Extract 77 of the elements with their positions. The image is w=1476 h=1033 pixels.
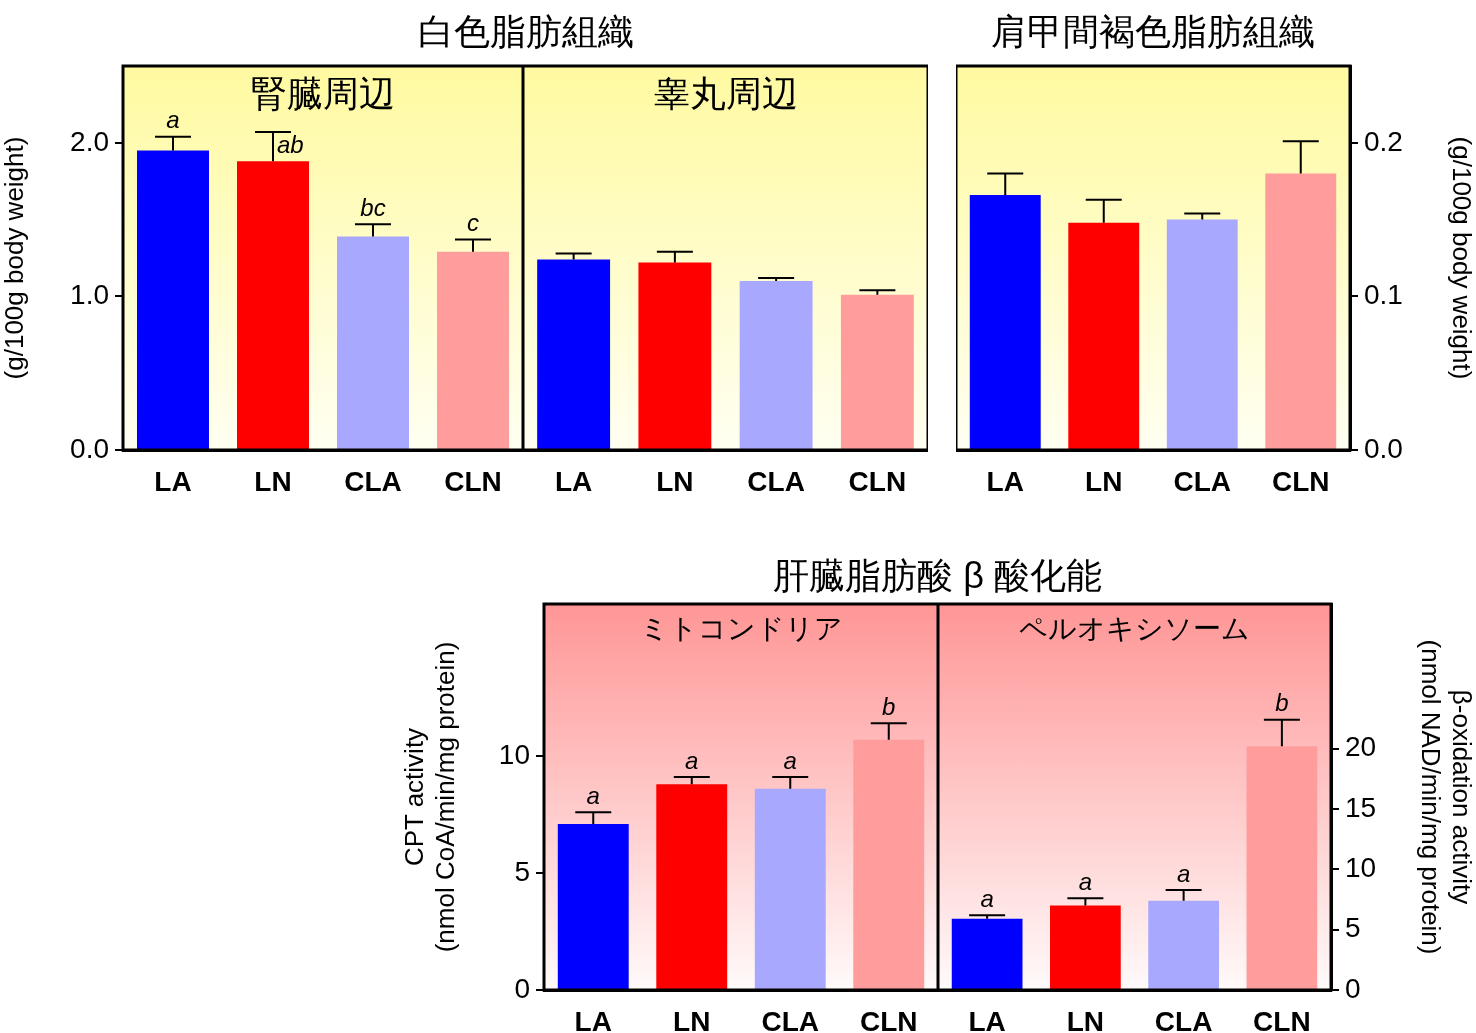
bar xyxy=(969,195,1041,449)
x-tick-label: CLA xyxy=(747,465,805,497)
annotation: a xyxy=(783,746,797,774)
y-tick-label: 0.0 xyxy=(1364,432,1403,464)
bar xyxy=(1050,905,1121,989)
bar xyxy=(1148,900,1219,989)
bar xyxy=(739,281,813,450)
y-axis-title: (g/100g body weight) xyxy=(1447,136,1476,380)
x-tick-label: CLN xyxy=(1271,465,1330,497)
bar xyxy=(137,150,209,449)
y-tick-label: 2.0 xyxy=(70,125,109,157)
bar xyxy=(656,784,728,989)
bar xyxy=(638,262,712,450)
y-axis-title: (g/100g body weight) xyxy=(0,136,29,380)
chart-title: 肝臓脂肪酸 β 酸化能 xyxy=(772,554,1103,598)
annotation: a xyxy=(685,746,699,774)
y-tick-label: 20 xyxy=(1345,731,1377,763)
annotation: c xyxy=(467,209,479,237)
annotation: ab xyxy=(277,130,304,158)
annotation: a xyxy=(586,781,600,809)
annotation: a xyxy=(1176,859,1191,887)
chart-subtitle: 睾丸周辺 xyxy=(653,72,798,114)
bar xyxy=(754,788,826,989)
y-tick-label: 1.0 xyxy=(70,279,109,311)
x-tick-label: LA xyxy=(986,465,1024,497)
x-tick-label: LN xyxy=(254,465,292,497)
y-tick-label: 5 xyxy=(514,855,530,887)
annotation: a xyxy=(166,106,180,134)
x-tick-label: LN xyxy=(656,465,694,497)
x-tick-label: CLA xyxy=(761,1005,820,1033)
y-tick-label: 0.1 xyxy=(1364,279,1403,311)
bar xyxy=(840,294,914,450)
y-tick-label: 10 xyxy=(1345,852,1377,884)
x-tick-label: LN xyxy=(673,1005,711,1033)
x-tick-label: CLN xyxy=(444,465,502,497)
annotation: a xyxy=(1078,868,1093,895)
y-axis-title: CPT activity (nmol CoA/min/mg protein) xyxy=(398,641,460,953)
y-tick-label: 10 xyxy=(498,738,530,770)
x-tick-label: CLN xyxy=(1253,1005,1311,1033)
x-tick-label: LA xyxy=(574,1005,612,1033)
y-tick-label: 0.2 xyxy=(1364,125,1403,157)
y-tick-label: 5 xyxy=(1345,912,1361,944)
annotation: b xyxy=(882,692,896,720)
y-tick-label: 0 xyxy=(1345,972,1361,1004)
chart-subtitle: ペルオキシソーム xyxy=(1019,612,1250,644)
bar xyxy=(1166,219,1238,449)
bar xyxy=(237,161,309,449)
bar xyxy=(437,251,509,449)
x-tick-label: LN xyxy=(1066,1005,1105,1033)
chart-subtitle: 腎臓周辺 xyxy=(251,72,395,114)
bar xyxy=(951,918,1023,989)
x-tick-label: CLN xyxy=(859,1005,918,1033)
y-axis-title: β-oxidation activity (nmol NAD/min/mg protein) xyxy=(1416,639,1476,955)
bar xyxy=(853,739,925,989)
bar xyxy=(1246,746,1318,989)
x-tick-label: CLA xyxy=(344,465,402,497)
x-tick-label: LA xyxy=(154,465,192,497)
annotation: b xyxy=(1275,689,1289,717)
chart-subtitle: ミトコンドリア xyxy=(639,612,843,644)
bar xyxy=(337,236,409,449)
chart-title: 白色脂肪組織 xyxy=(416,10,635,54)
bar xyxy=(557,823,629,989)
y-tick-label: 0.0 xyxy=(70,432,109,464)
x-tick-label: LN xyxy=(1085,465,1123,497)
y-tick-label: 15 xyxy=(1345,791,1377,823)
bar xyxy=(1068,222,1140,449)
x-tick-label: CLA xyxy=(1154,1005,1213,1033)
bar xyxy=(537,259,611,450)
chart-title: 肩甲間褐色脂肪組織 xyxy=(990,10,1316,54)
x-tick-label: CLN xyxy=(848,465,907,497)
x-tick-label: CLA xyxy=(1173,465,1232,497)
annotation: a xyxy=(980,884,994,912)
y-tick-label: 0 xyxy=(514,972,530,1004)
bar xyxy=(1265,173,1337,449)
x-tick-label: LA xyxy=(554,465,593,497)
annotation: bc xyxy=(360,193,386,221)
x-tick-label: LA xyxy=(968,1005,1006,1033)
